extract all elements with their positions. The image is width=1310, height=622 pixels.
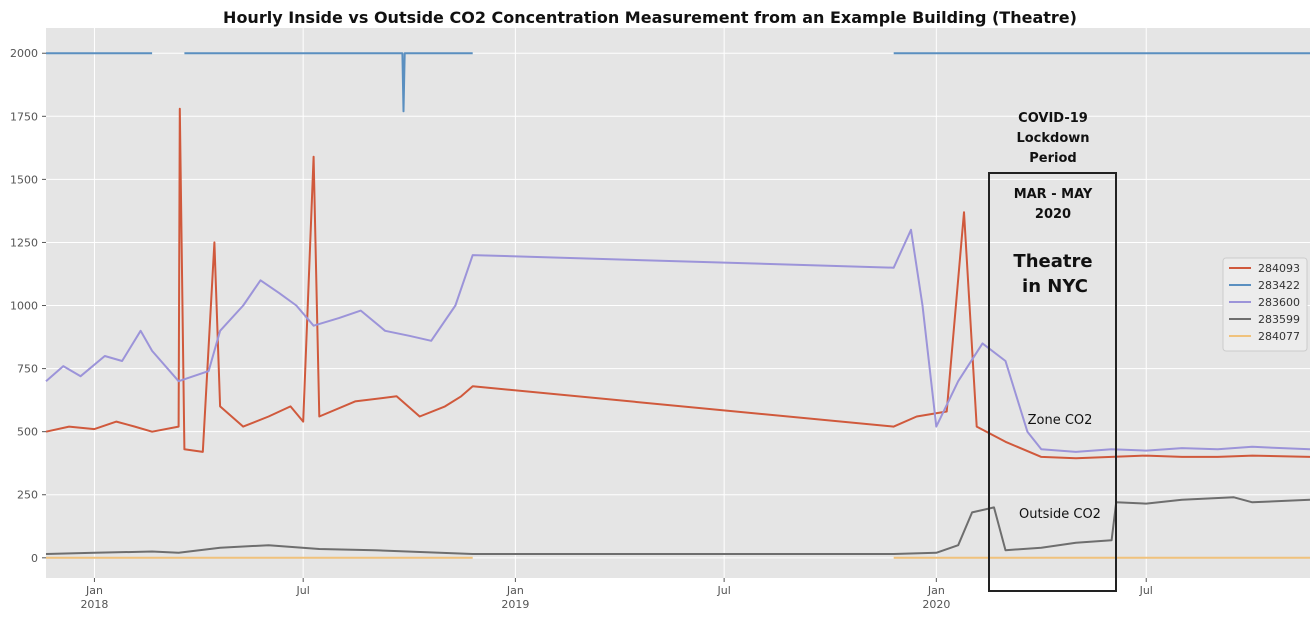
legend-label: 284093 [1258, 262, 1300, 275]
covid-title-line-3: Period [1029, 151, 1076, 166]
y-tick-label: 250 [17, 489, 38, 502]
legend-label: 283600 [1258, 296, 1300, 309]
y-tick-label: 1500 [10, 173, 38, 186]
legend-label: 283422 [1258, 279, 1300, 292]
y-tick-label: 750 [17, 363, 38, 376]
zone-co2-label: Zone CO2 [1028, 413, 1093, 428]
covid-months-line-1: MAR - MAY [1014, 187, 1093, 202]
x-tick-label: Jan [927, 584, 945, 597]
location-line-1: Theatre [1013, 251, 1092, 272]
x-tick-label: Jul [716, 584, 730, 597]
x-tick-label: Jul [296, 584, 310, 597]
y-tick-label: 2000 [10, 47, 38, 60]
chart-title: Hourly Inside vs Outside CO2 Concentrati… [223, 8, 1077, 27]
series-line-283422 [46, 52, 1310, 113]
x-tick-year: 2019 [501, 598, 529, 611]
series-line-284093 [45, 107, 1310, 460]
location-annotation: Theatre in NYC [1013, 251, 1092, 297]
legend-box [1222, 257, 1308, 352]
plot-background [46, 28, 1310, 578]
series-line-283600 [45, 228, 1310, 453]
x-tick-year: 2020 [922, 598, 950, 611]
legend-label: 283599 [1258, 313, 1300, 326]
covid-title-line-2: Lockdown [1016, 131, 1089, 146]
x-tick-label: Jul [1139, 584, 1153, 597]
y-axis-ticks: 0 250 500 750 1000 1250 1500 1750 2000 [10, 47, 46, 565]
legend: 284093 283422 283600 283599 284077 [1222, 257, 1308, 352]
covid-lockdown-box [988, 172, 1117, 592]
x-tick-year: 2018 [80, 598, 108, 611]
y-tick-label: 500 [17, 426, 38, 439]
covid-annotation: COVID-19 Lockdown Period MAR - MAY 2020 [1014, 111, 1093, 222]
covid-title-line-1: COVID-19 [1018, 111, 1088, 126]
grid-lines [46, 28, 1310, 578]
legend-label: 284077 [1258, 330, 1300, 343]
covid-months-line-2: 2020 [1035, 207, 1071, 222]
x-tick-label: Jan [506, 584, 524, 597]
y-tick-label: 1000 [10, 300, 38, 313]
y-tick-label: 0 [31, 552, 38, 565]
y-tick-label: 1250 [10, 236, 38, 249]
series-layer [45, 52, 1310, 559]
series-line-283599 [45, 496, 1310, 555]
outside-co2-label: Outside CO2 [1019, 507, 1101, 522]
location-line-2: in NYC [1022, 276, 1088, 297]
y-tick-label: 1750 [10, 110, 38, 123]
x-tick-label: Jan [85, 584, 103, 597]
